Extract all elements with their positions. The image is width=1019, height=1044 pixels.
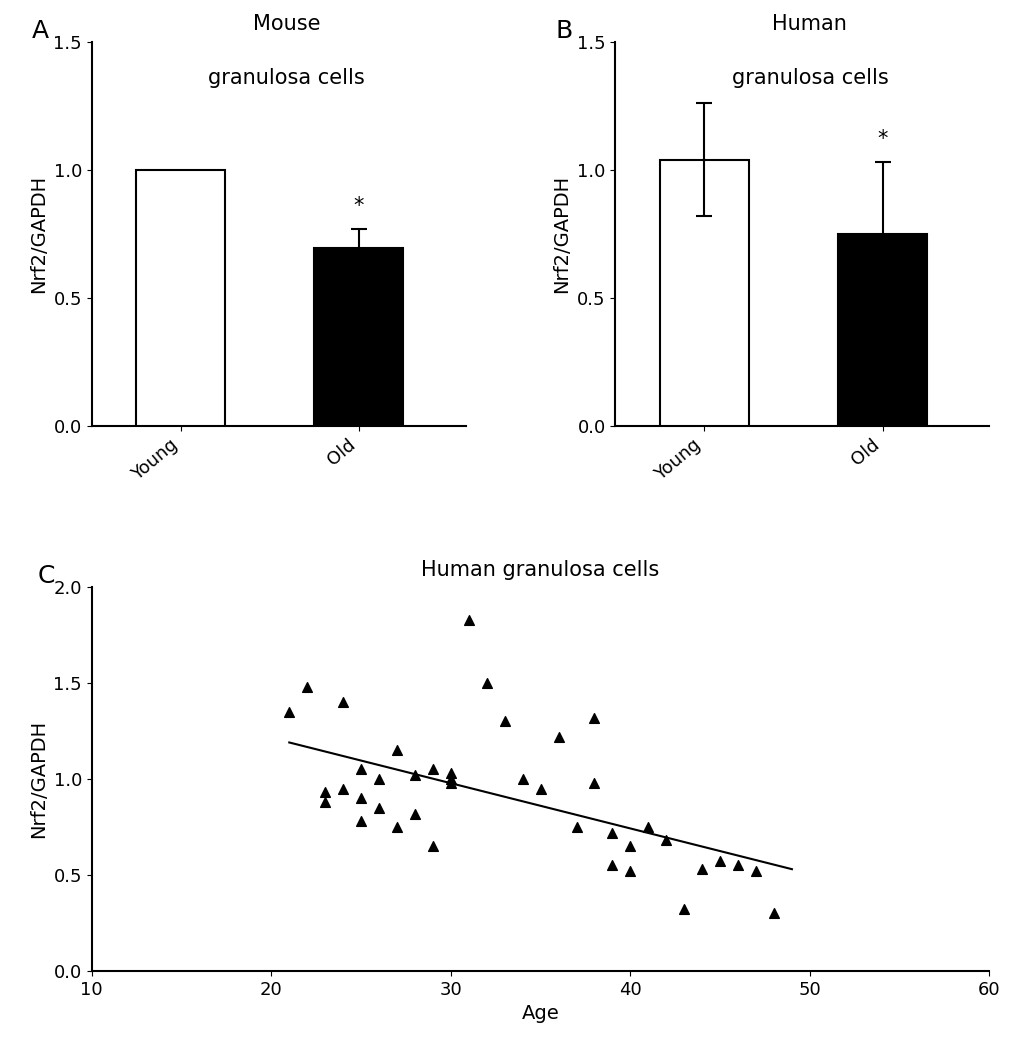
Point xyxy=(424,761,440,778)
Text: C: C xyxy=(38,564,55,588)
Point xyxy=(603,825,620,841)
Point xyxy=(281,704,298,720)
Text: A: A xyxy=(32,19,49,43)
Point xyxy=(640,818,656,835)
Point xyxy=(586,775,602,791)
Point xyxy=(407,766,423,783)
X-axis label: Age: Age xyxy=(521,1004,559,1023)
Point xyxy=(334,694,351,711)
Point xyxy=(586,709,602,726)
Text: Mouse: Mouse xyxy=(253,14,320,34)
Point xyxy=(550,729,567,745)
Point xyxy=(442,770,459,787)
Point xyxy=(496,713,513,730)
Point xyxy=(622,862,638,879)
Point xyxy=(693,861,709,878)
Point xyxy=(407,805,423,822)
Point xyxy=(334,780,351,797)
Point xyxy=(353,813,369,830)
Text: B: B xyxy=(555,19,573,43)
Point xyxy=(371,800,387,816)
Point xyxy=(353,761,369,778)
Point xyxy=(568,818,584,835)
Point xyxy=(622,837,638,854)
Text: granulosa cells: granulosa cells xyxy=(731,68,888,88)
Y-axis label: Nrf2/GAPDH: Nrf2/GAPDH xyxy=(29,174,48,292)
Text: *: * xyxy=(876,129,887,149)
Title: Human granulosa cells: Human granulosa cells xyxy=(421,560,659,579)
Point xyxy=(461,611,477,627)
Point xyxy=(317,784,333,801)
Point xyxy=(388,818,405,835)
Point xyxy=(424,837,440,854)
Point xyxy=(353,790,369,807)
Bar xyxy=(314,247,404,426)
Bar xyxy=(137,170,225,426)
Point xyxy=(478,674,494,691)
Bar xyxy=(659,160,748,426)
Point xyxy=(765,905,782,922)
Point xyxy=(299,679,315,695)
Text: granulosa cells: granulosa cells xyxy=(208,68,365,88)
Point xyxy=(657,832,674,849)
Point xyxy=(711,853,728,870)
Bar xyxy=(838,234,926,426)
Point xyxy=(388,742,405,759)
Text: *: * xyxy=(354,196,364,216)
Point xyxy=(442,775,459,791)
Point xyxy=(676,901,692,918)
Point xyxy=(371,770,387,787)
Point xyxy=(514,770,530,787)
Text: Human: Human xyxy=(771,14,847,34)
Y-axis label: Nrf2/GAPDH: Nrf2/GAPDH xyxy=(552,174,571,292)
Y-axis label: Nrf2/GAPDH: Nrf2/GAPDH xyxy=(29,720,48,838)
Point xyxy=(603,857,620,874)
Point xyxy=(442,765,459,782)
Point xyxy=(747,862,763,879)
Point xyxy=(532,780,548,797)
Point xyxy=(317,793,333,810)
Point xyxy=(730,857,746,874)
